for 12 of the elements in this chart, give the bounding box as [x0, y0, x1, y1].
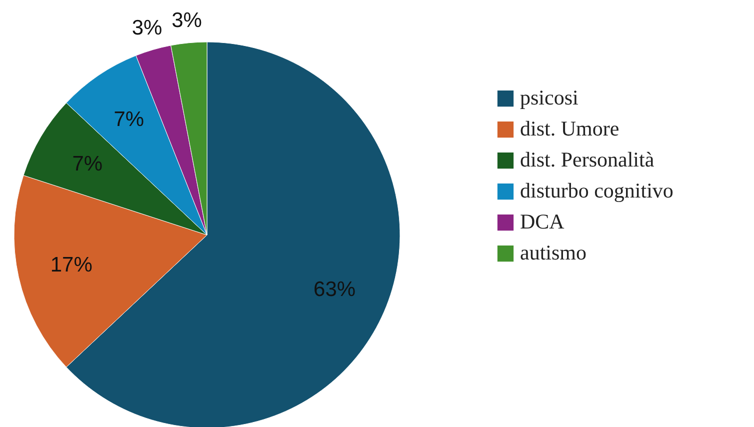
- data-label: 3%: [132, 16, 162, 40]
- legend-label: disturbo cognitivo: [520, 178, 674, 202]
- legend-label: DCA: [520, 210, 566, 234]
- legend-label: dist. Umore: [520, 116, 620, 140]
- data-label: 3%: [172, 8, 202, 32]
- data-label: 63%: [314, 278, 356, 302]
- legend-label: psicosi: [520, 86, 578, 110]
- data-label: 7%: [114, 108, 144, 132]
- legend-label: dist. Personalità: [520, 148, 655, 172]
- legend-label: autismo: [520, 240, 586, 264]
- data-label: 17%: [50, 253, 92, 276]
- data-label: 7%: [72, 152, 103, 176]
